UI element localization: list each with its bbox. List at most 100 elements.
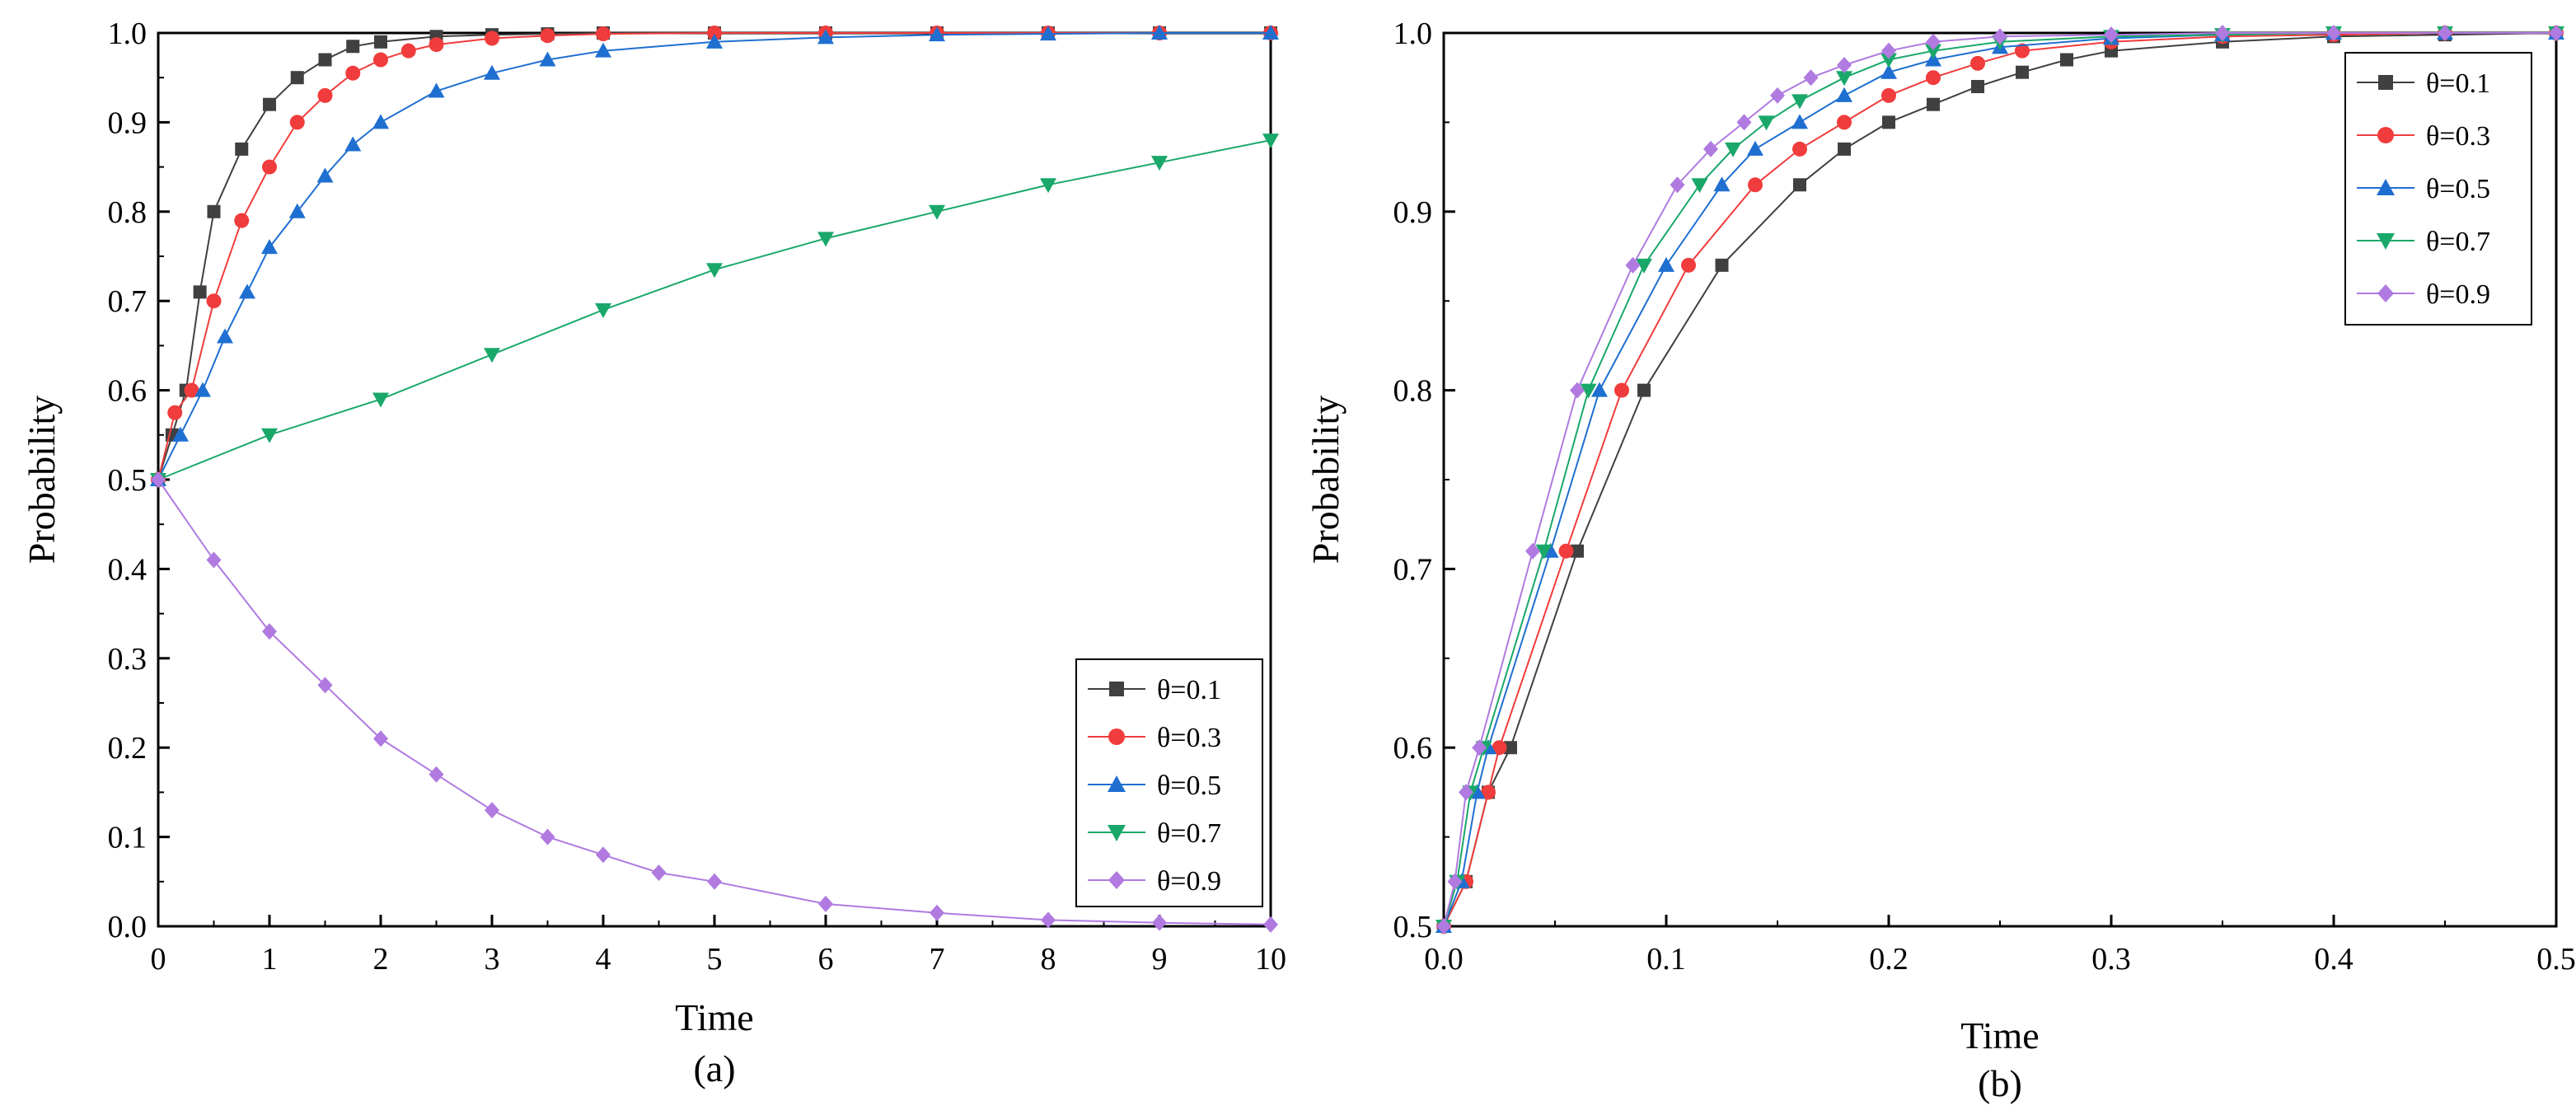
x-tick-label: 0.5: [2536, 942, 2576, 977]
series-line: [1443, 32, 2556, 927]
triangle-up-marker: [1591, 382, 1608, 397]
triangle-down-marker: [929, 204, 945, 220]
square-marker: [290, 71, 304, 85]
diamond-marker: [206, 551, 222, 569]
y-tick-label: 0.5: [108, 463, 148, 498]
triangle-down-marker: [1691, 178, 1708, 194]
legend-label: θ=0.5: [1157, 771, 1221, 801]
triangle-up-marker: [1108, 775, 1126, 792]
square-marker: [1109, 682, 1124, 696]
legend-label: θ=0.5: [2426, 174, 2490, 204]
circle-marker: [262, 159, 277, 175]
diamond-marker: [1926, 33, 1941, 50]
y-tick-label: 0.4: [108, 552, 148, 587]
triangle-up-marker: [372, 114, 389, 129]
y-tick-label: 1.0: [1393, 16, 1433, 51]
triangle-down-marker: [1725, 142, 1741, 157]
x-tick-label: 0.0: [1424, 942, 1464, 977]
triangle-up-marker: [929, 26, 945, 42]
circle-marker: [2377, 127, 2394, 143]
diamond-marker: [1041, 911, 1056, 929]
circle-marker: [1614, 382, 1629, 398]
square-marker: [318, 53, 332, 67]
square-marker: [2060, 53, 2073, 67]
diamond-marker: [1108, 871, 1125, 889]
square-marker: [1838, 142, 1851, 156]
square-marker: [346, 40, 360, 54]
y-tick-label: 1.0: [108, 16, 148, 51]
triangle-down-marker: [1791, 94, 1808, 110]
diamond-marker: [1703, 140, 1718, 157]
triangle-down-marker: [1108, 825, 1126, 841]
y-tick-label: 0.5: [1393, 910, 1433, 944]
diamond-marker: [317, 677, 333, 694]
circle-marker: [1492, 740, 1507, 756]
triangle-down-marker: [1262, 134, 1279, 149]
x-tick-label: 9: [1152, 942, 1168, 977]
triangle-up-marker: [1151, 25, 1168, 40]
x-tick-label: 0: [151, 942, 166, 977]
x-tick-label: 6: [818, 942, 834, 977]
triangle-up-marker: [539, 51, 556, 67]
triangle-up-marker: [261, 239, 278, 255]
triangle-up-marker: [428, 82, 445, 98]
y-tick-label: 0.9: [1393, 195, 1433, 230]
triangle-down-marker: [261, 428, 278, 443]
square-marker: [1637, 383, 1651, 397]
y-tick-label: 0.2: [108, 731, 148, 766]
triangle-up-marker: [2377, 179, 2395, 195]
diamond-marker: [1670, 176, 1685, 194]
triangle-down-marker: [1151, 156, 1168, 171]
panel-label-a: (a): [693, 1047, 735, 1089]
series-line: [157, 479, 1272, 925]
diamond-marker: [930, 904, 944, 921]
diamond-marker: [373, 730, 388, 747]
triangle-down-marker: [1040, 178, 1056, 194]
triangle-up-marker: [316, 167, 334, 183]
square-marker: [1504, 741, 1517, 755]
circle-marker: [289, 115, 305, 130]
diamond-marker: [429, 766, 444, 783]
x-tick-label: 7: [930, 942, 945, 977]
triangle-down-marker: [372, 392, 389, 408]
triangle-down-marker: [706, 263, 723, 279]
square-marker: [207, 204, 221, 218]
triangle-down-marker: [1880, 53, 1897, 68]
diamond-marker: [1625, 256, 1641, 274]
triangle-up-marker: [194, 382, 211, 397]
circle-marker: [485, 30, 499, 46]
triangle-down-marker: [2377, 233, 2395, 250]
circle-marker: [400, 43, 416, 59]
triangle-up-marker: [1880, 63, 1897, 79]
legend: θ=0.1 θ=0.3 θ=0.5 θ=0.7 θ=0.9: [1075, 658, 1263, 907]
x-tick-label: 2: [373, 942, 389, 977]
triangle-down-marker: [1580, 383, 1597, 399]
triangle-down-marker: [1836, 71, 1852, 87]
triangle-up-marker: [484, 64, 500, 80]
diamond-marker: [1263, 916, 1278, 933]
series-layer: [1436, 25, 2564, 935]
circle-marker: [234, 213, 250, 228]
square-marker: [235, 142, 249, 156]
circle-marker: [206, 293, 222, 309]
circle-marker: [540, 28, 555, 44]
circle-marker: [345, 65, 361, 81]
legend-label: θ=0.1: [2426, 68, 2490, 99]
diamond-marker: [1736, 114, 1752, 131]
diamond-marker: [540, 828, 555, 846]
triangle-up-marker: [1262, 25, 1279, 40]
square-marker: [1882, 115, 1895, 129]
x-axis-label: Time: [675, 996, 753, 1038]
y-tick-label: 0.6: [1393, 731, 1433, 766]
square-marker: [193, 285, 207, 299]
y-tick-label: 0.9: [108, 105, 148, 140]
circle-marker: [429, 37, 444, 53]
square-marker: [1927, 97, 1940, 111]
circle-marker: [596, 26, 611, 42]
circle-marker: [1108, 728, 1125, 745]
diamond-marker: [1993, 28, 2007, 45]
diamond-marker: [1803, 69, 1819, 87]
y-tick-label: 0.8: [108, 195, 148, 230]
diamond-marker: [2438, 25, 2452, 41]
y-tick-label: 0.8: [1393, 374, 1433, 409]
